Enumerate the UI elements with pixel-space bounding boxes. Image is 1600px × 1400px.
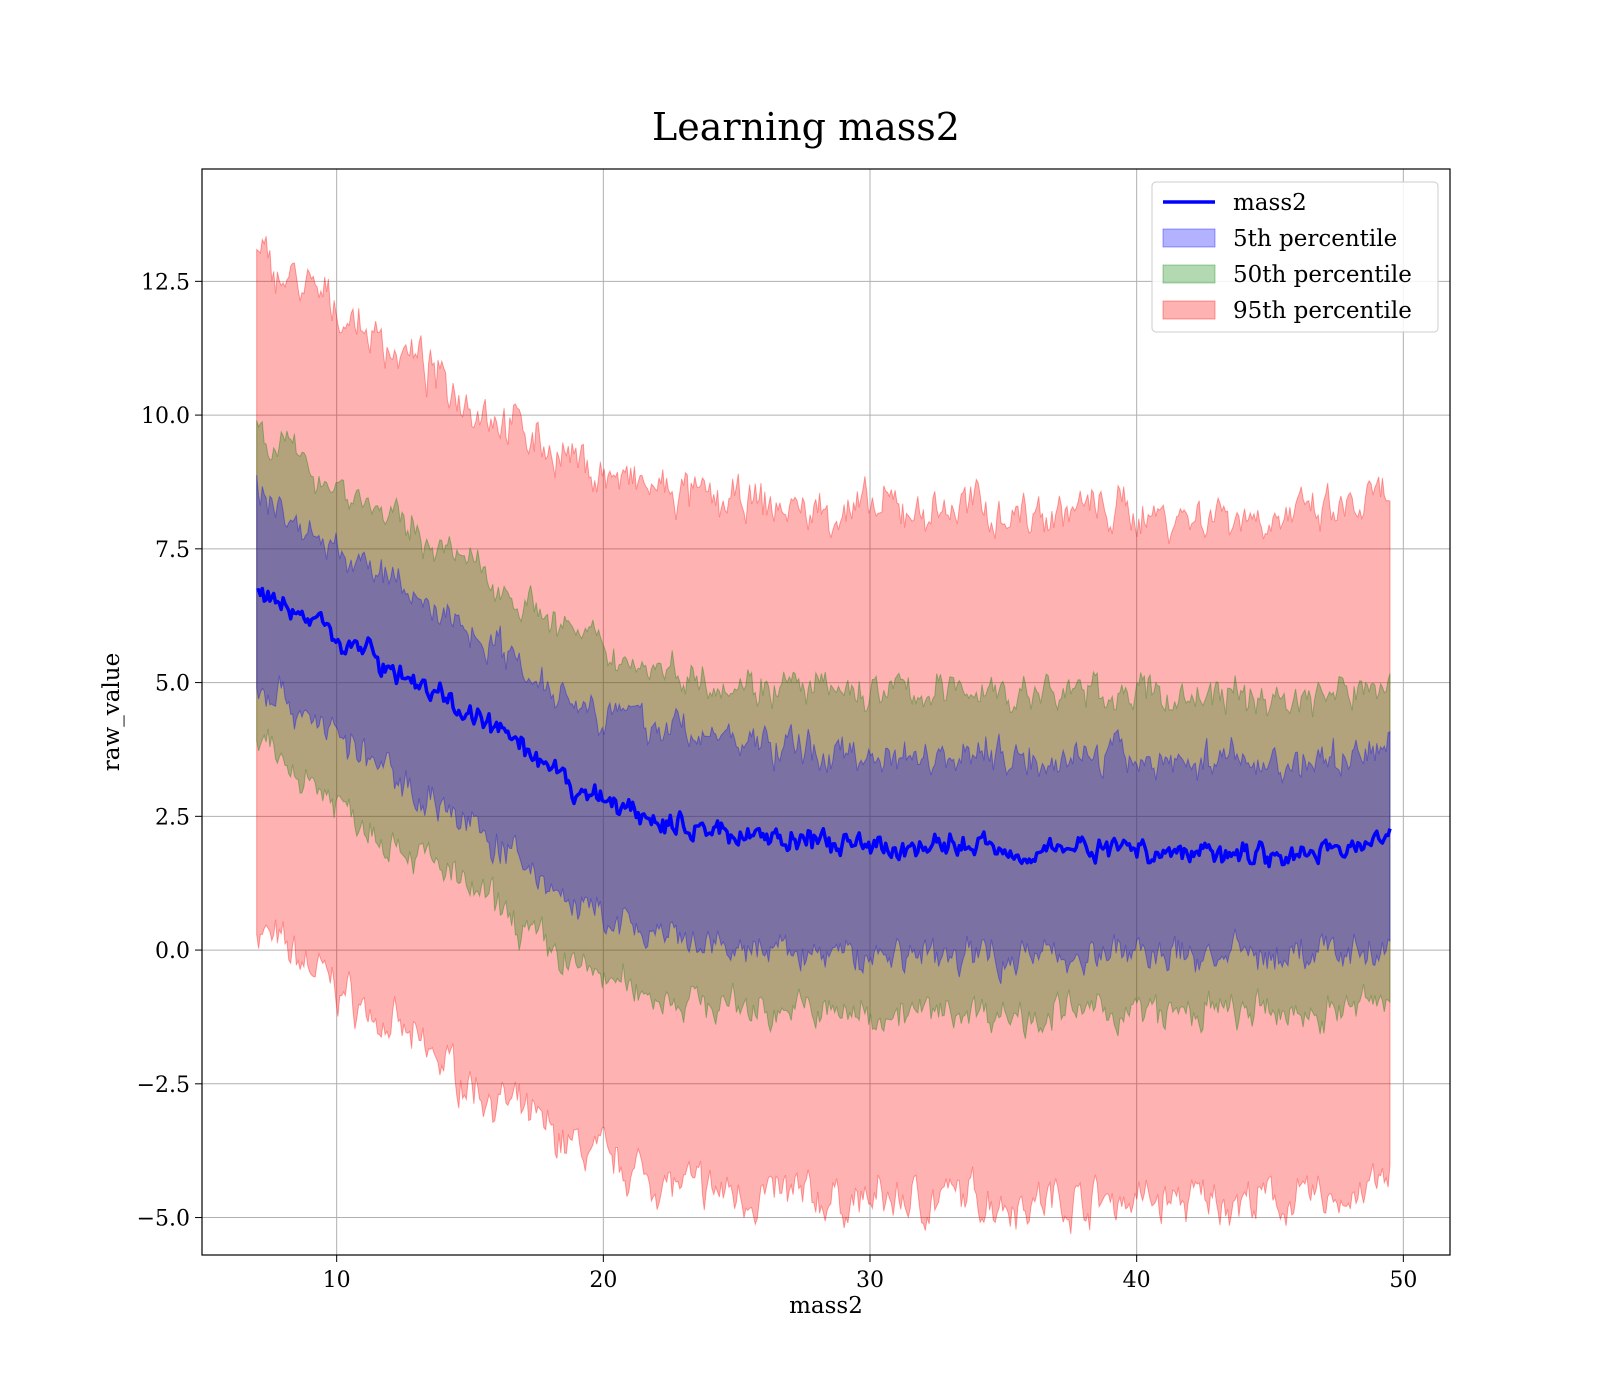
band-50th-percentile <box>256 420 1391 1039</box>
y-tick-label: 2.5 <box>155 805 190 830</box>
y-axis-label: raw_value <box>99 653 125 771</box>
y-tick-label: 12.5 <box>141 270 190 295</box>
plot-frame <box>201 168 1451 1256</box>
x-tick-label: 10 <box>323 1268 351 1293</box>
legend-label: mass2 <box>1233 190 1307 216</box>
legend-swatch-patch <box>1162 228 1216 248</box>
legend-label: 50th percentile <box>1233 262 1412 288</box>
x-axis: 10 20 30 40 50 <box>323 1255 1417 1293</box>
x-tick-label: 20 <box>589 1268 617 1293</box>
y-tick-label: 10.0 <box>141 404 190 429</box>
series-line-mass2 <box>256 586 1392 869</box>
series-lines <box>256 586 1392 869</box>
y-tick-label: −5.0 <box>137 1207 190 1232</box>
chart-title: Learning mass2 <box>652 105 960 149</box>
x-tick-label: 30 <box>856 1268 884 1293</box>
y-tick-label: −2.5 <box>137 1073 190 1098</box>
grid <box>202 169 1450 1255</box>
band-5th-percentile <box>256 474 1391 985</box>
bands <box>256 236 1391 1235</box>
y-tick-label: 7.5 <box>155 538 190 563</box>
legend: mass2 5th percentile 50th percentile 95th p… <box>1151 181 1439 333</box>
y-axis: −5.0 −2.5 0.0 2.5 5.0 7.5 10.0 12.5 <box>137 270 202 1232</box>
legend-label: 5th percentile <box>1233 226 1397 252</box>
legend-swatch-patch <box>1162 300 1216 320</box>
x-tick-label: 50 <box>1389 1268 1417 1293</box>
legend-box <box>1151 181 1439 333</box>
band-95th-percentile <box>256 236 1391 1235</box>
x-tick-label: 40 <box>1123 1268 1151 1293</box>
legend-label: 95th percentile <box>1233 298 1412 324</box>
y-tick-label: 5.0 <box>155 672 190 697</box>
y-tick-label: 0.0 <box>155 939 190 964</box>
legend-swatch-patch <box>1162 264 1216 284</box>
x-axis-label: mass2 <box>789 1293 863 1319</box>
